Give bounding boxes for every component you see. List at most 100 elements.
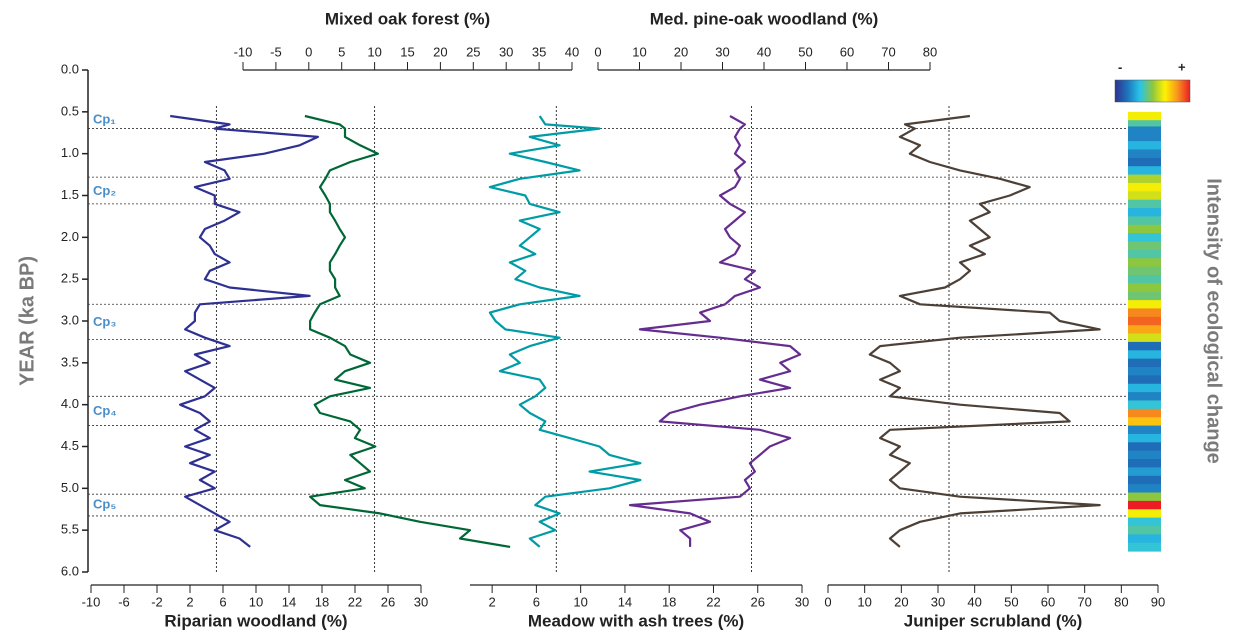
x-tick-label: 30	[715, 44, 729, 59]
colorbar-band	[1128, 459, 1161, 468]
colorbar-band	[1128, 400, 1161, 410]
y-tick-label: 1.5	[61, 187, 79, 202]
y-tick-label: 0.0	[61, 61, 79, 76]
x-tick-label: 18	[315, 594, 329, 609]
y-tick-label: 4.0	[61, 396, 79, 411]
colorbar-band	[1128, 341, 1161, 351]
y-tick-label: 2.0	[61, 229, 79, 244]
phase-label: Cp₂	[93, 183, 116, 198]
x-tick-label: 20	[894, 594, 908, 609]
colorbar-band	[1128, 517, 1161, 527]
colorbar-band	[1128, 392, 1161, 401]
x-tick-label: -5	[270, 44, 282, 59]
x-tick-label: 10	[857, 594, 871, 609]
x-tick-label: 30	[414, 594, 428, 609]
x-tick-label: 14	[282, 594, 296, 609]
colorbar-band	[1128, 350, 1161, 360]
colorbar-band	[1128, 149, 1161, 159]
x-axis-title: Riparian woodland (%)	[164, 611, 347, 630]
colorbar-band	[1128, 492, 1161, 502]
x-tick-label: 22	[706, 594, 720, 609]
colorbar-band	[1128, 249, 1161, 259]
colorbar-band	[1128, 375, 1161, 385]
x-tick-label: 30	[499, 44, 513, 59]
x-tick-label: 6	[533, 594, 540, 609]
x-tick-label: 14	[618, 594, 632, 609]
x-axis-title: Mixed oak forest (%)	[325, 9, 490, 28]
y-tick-label: 3.5	[61, 354, 79, 369]
colorbar-band	[1128, 233, 1161, 243]
colorbar-band	[1128, 358, 1161, 368]
x-tick-label: -6	[118, 594, 130, 609]
colorbar-band	[1128, 266, 1161, 276]
x-tick-label: 26	[750, 594, 764, 609]
x-tick-label: 10	[367, 44, 381, 59]
x-tick-label: 5	[338, 44, 345, 59]
colorbar-band	[1128, 433, 1161, 443]
x-tick-label: 25	[466, 44, 480, 59]
colorbar-band	[1128, 333, 1161, 343]
colorbar-band	[1128, 291, 1161, 301]
x-tick-label: 26	[381, 594, 395, 609]
colorbar-band	[1128, 141, 1161, 150]
colorbar-band	[1128, 525, 1161, 535]
x-tick-label: 20	[433, 44, 447, 59]
x-tick-label: 10	[632, 44, 646, 59]
x-tick-label: 6	[219, 594, 226, 609]
colorbar-band	[1128, 417, 1161, 427]
x-tick-label: 35	[532, 44, 546, 59]
colorbar-band	[1128, 126, 1161, 134]
colorbar-band	[1128, 500, 1161, 510]
colorbar-band	[1128, 216, 1161, 226]
x-axis-title: Med. pine-oak woodland (%)	[650, 9, 879, 28]
x-tick-label: 20	[674, 44, 688, 59]
colorbar-band	[1128, 509, 1161, 519]
colorbar-band	[1128, 157, 1161, 167]
x-tick-label: 30	[795, 594, 809, 609]
y-tick-label: 6.0	[61, 563, 79, 578]
colorbar-band	[1128, 258, 1161, 268]
series-line	[868, 114, 1101, 548]
y-tick-label: 4.5	[61, 438, 79, 453]
colorbar-band	[1128, 120, 1161, 127]
right-title: Intensity of ecological change	[1203, 178, 1225, 464]
series-line	[304, 114, 511, 548]
x-tick-label: 2	[186, 594, 193, 609]
x-tick-label: 22	[348, 594, 362, 609]
colorbar-band	[1128, 316, 1161, 326]
phase-label: Cp₃	[93, 314, 116, 329]
x-tick-label: 40	[967, 594, 981, 609]
x-tick-label: 50	[1004, 594, 1018, 609]
x-tick-label: 10	[249, 594, 263, 609]
colorbar-band	[1128, 182, 1161, 192]
x-tick-label: 70	[1077, 594, 1091, 609]
colorbar-band	[1128, 199, 1161, 209]
colorbar-band	[1128, 367, 1161, 376]
phase-label: Cp₅	[93, 497, 116, 512]
x-tick-label: 60	[840, 44, 854, 59]
colorbar-band	[1128, 174, 1161, 184]
colorbar-band	[1128, 467, 1161, 477]
colorbar-band	[1128, 300, 1161, 309]
x-tick-label: 40	[757, 44, 771, 59]
series-line	[170, 114, 319, 548]
x-tick-label: 40	[565, 44, 579, 59]
x-tick-label: 15	[400, 44, 414, 59]
colorbar-band	[1128, 191, 1161, 201]
colorbar-band	[1128, 450, 1161, 460]
x-tick-label: -10	[82, 594, 101, 609]
colorbar-band	[1128, 442, 1161, 452]
colorbar-band	[1128, 111, 1161, 121]
y-tick-label: 3.0	[61, 312, 79, 327]
colorbar-band	[1128, 408, 1161, 418]
colorbar-band	[1128, 224, 1161, 234]
colorbar-band	[1128, 308, 1161, 318]
colorbar-band	[1128, 325, 1161, 335]
x-tick-label: 0	[824, 594, 831, 609]
colorbar-band	[1128, 283, 1161, 293]
colorbar-band	[1128, 383, 1161, 393]
x-tick-label: 0	[594, 44, 601, 59]
colorbar-band	[1128, 534, 1161, 544]
x-tick-label: 0	[305, 44, 312, 59]
